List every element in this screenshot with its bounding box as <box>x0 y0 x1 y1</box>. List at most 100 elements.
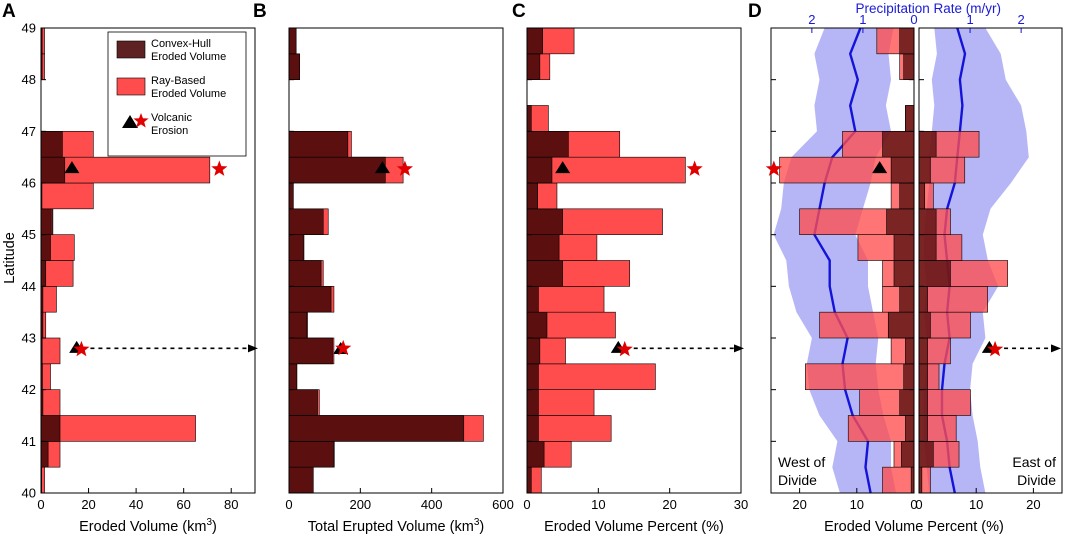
marker-star <box>765 160 782 176</box>
bar-hull <box>288 363 298 390</box>
axes-frame <box>526 27 742 494</box>
bar-hull <box>918 156 931 184</box>
marker-star <box>616 340 633 357</box>
panel-b: 0 200 400 600 Total Erupted Volume (km3) <box>285 27 514 535</box>
bar-hull <box>40 260 47 287</box>
x-axis-label: Eroded Volume (km3) <box>79 517 217 535</box>
marker-triangle <box>64 161 80 174</box>
bar-hull <box>882 131 915 158</box>
bar-hull <box>288 466 314 494</box>
bar-ray <box>526 286 605 313</box>
bar-hull <box>899 182 915 210</box>
bar-hull <box>918 286 928 313</box>
bar-hull <box>918 208 937 235</box>
y-tick-label: 44 <box>22 279 36 294</box>
legend-label-volcanic-line2: Erosion <box>151 125 188 137</box>
bar-hull <box>40 415 61 442</box>
bar-hull <box>526 27 543 55</box>
bar-hull <box>526 208 563 235</box>
y-tick-label: 40 <box>22 486 36 501</box>
bar-hull <box>526 131 569 158</box>
panel-a: 0 20 40 60 80 40 41 42 43 44 45 46 47 48 49 Eroded Volu… <box>22 21 258 535</box>
x-tick-label: 0 <box>37 497 44 512</box>
x-tick-label: 20 <box>792 497 806 512</box>
panel-letter-b: B <box>253 1 267 22</box>
panel-letter-a: A <box>2 1 16 22</box>
bar-hull <box>288 286 332 313</box>
bar-hull <box>526 466 532 494</box>
bar-hull <box>526 286 539 313</box>
divide-note-line: Divide <box>778 472 817 488</box>
bar-hull <box>40 208 54 235</box>
bar-hull <box>288 311 308 339</box>
bar-hull <box>288 208 324 235</box>
bar-hull <box>526 182 538 210</box>
y-tick-label: 48 <box>22 72 36 87</box>
precip-tick-label: 2 <box>808 12 815 27</box>
bar-hull <box>887 311 915 339</box>
bar-hull <box>918 182 926 210</box>
marker-star <box>396 160 413 176</box>
bar-ray <box>526 415 612 442</box>
legend-star-icon <box>133 113 149 128</box>
bar-hull <box>905 105 915 132</box>
bar-hull <box>899 389 915 416</box>
bar-hull <box>918 441 934 468</box>
legend-label-hull-line2: Eroded Volume <box>151 51 226 63</box>
bar-ray <box>805 363 915 390</box>
bar-hull <box>288 27 297 55</box>
precip-tick-label: 1 <box>859 12 866 27</box>
x-tick-label: 20 <box>1026 497 1040 512</box>
marker-triangle <box>555 161 571 174</box>
bar-hull <box>288 337 333 365</box>
bar-hull <box>893 260 915 287</box>
bar-ray <box>40 286 57 313</box>
bar-hull <box>918 311 931 339</box>
bar-hull <box>893 234 915 261</box>
bar-hull <box>903 363 915 390</box>
precip-tick-label: 1 <box>966 12 973 27</box>
bar-hull <box>526 441 545 468</box>
bar-hull <box>526 337 541 365</box>
bar-hull <box>40 441 49 468</box>
bar-hull <box>905 415 915 442</box>
bar-hull <box>40 234 51 261</box>
bar-hull <box>918 260 951 287</box>
bar-hull <box>40 131 63 158</box>
x-axis-label: Eroded Volume Percent (%) <box>544 519 724 535</box>
bar-hull <box>288 415 465 442</box>
marker-triangle <box>374 161 390 174</box>
y-tick-label: 42 <box>22 382 36 397</box>
bar-ray <box>526 363 656 390</box>
marker-star <box>335 339 352 356</box>
bar-ray <box>526 156 686 184</box>
bar-hull <box>886 208 915 235</box>
marker-triangle <box>872 161 888 174</box>
bar-hull <box>288 131 349 158</box>
x-tick-label: 80 <box>224 497 238 512</box>
x-tick-label: 30 <box>734 497 748 512</box>
x-tick-label: 600 <box>492 497 514 512</box>
y-tick-label: 47 <box>22 124 36 139</box>
bar-hull <box>918 234 937 261</box>
x-tick-label: 0 <box>910 497 917 512</box>
x-tick-label: 20 <box>662 497 676 512</box>
legend-label-ray-line1: Ray-Based <box>151 75 205 87</box>
y-tick-label: 41 <box>22 434 36 449</box>
y-axis-label: Latitude <box>2 232 18 284</box>
legend-swatch-ray <box>116 77 146 96</box>
divide-note-line: East of <box>1012 454 1056 470</box>
bar-hull <box>526 389 539 416</box>
bar-ray <box>847 415 915 442</box>
x-tick-label: 0 <box>285 497 292 512</box>
bar-hull <box>526 156 553 184</box>
y-tick-label: 45 <box>22 227 36 242</box>
bar-hull <box>918 337 928 365</box>
precip-tick-label: 0 <box>910 12 917 27</box>
bar-hull <box>526 105 532 132</box>
bar-hull <box>890 156 915 184</box>
divide-note-line: Divide <box>1017 472 1056 488</box>
